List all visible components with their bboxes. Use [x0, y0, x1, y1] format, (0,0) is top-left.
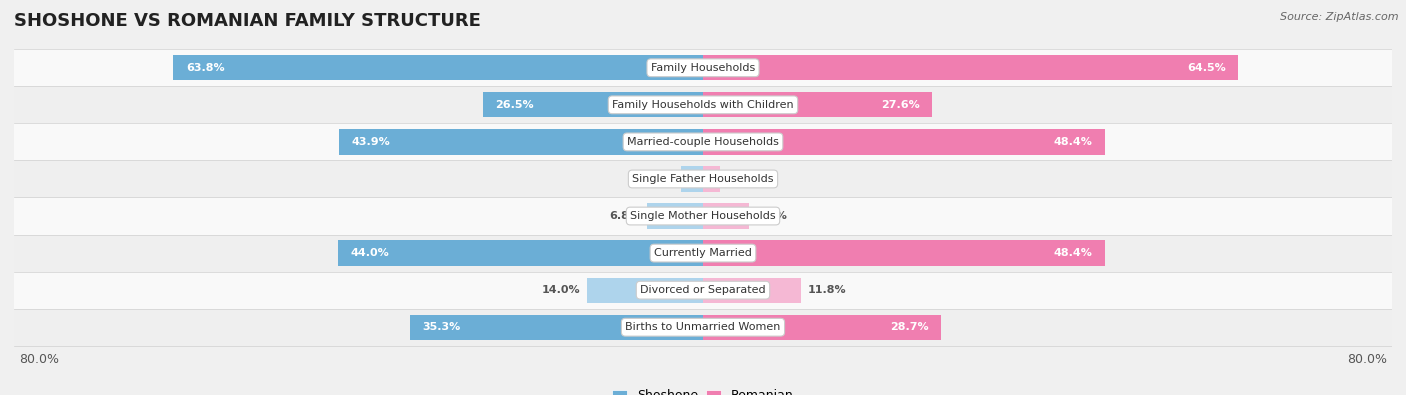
- Text: Currently Married: Currently Married: [654, 248, 752, 258]
- Bar: [337, 241, 703, 266]
- Bar: [0, 49, 1406, 87]
- Text: 27.6%: 27.6%: [882, 100, 920, 110]
- Text: SHOSHONE VS ROMANIAN FAMILY STRUCTURE: SHOSHONE VS ROMANIAN FAMILY STRUCTURE: [14, 12, 481, 30]
- Text: 35.3%: 35.3%: [422, 322, 461, 332]
- Bar: [703, 92, 932, 117]
- Text: 2.1%: 2.1%: [727, 174, 758, 184]
- Bar: [703, 241, 1105, 266]
- Bar: [0, 87, 1406, 123]
- Bar: [703, 314, 941, 340]
- Bar: [339, 129, 703, 154]
- Text: 44.0%: 44.0%: [350, 248, 389, 258]
- Bar: [0, 235, 1406, 272]
- Bar: [0, 272, 1406, 308]
- Text: 64.5%: 64.5%: [1187, 63, 1226, 73]
- Text: Family Households: Family Households: [651, 63, 755, 73]
- Legend: Shoshone, Romanian: Shoshone, Romanian: [607, 384, 799, 395]
- Text: 48.4%: 48.4%: [1053, 137, 1092, 147]
- Bar: [682, 166, 703, 192]
- Text: 14.0%: 14.0%: [541, 285, 581, 295]
- Bar: [703, 129, 1105, 154]
- Text: Source: ZipAtlas.com: Source: ZipAtlas.com: [1281, 12, 1399, 22]
- Text: 11.8%: 11.8%: [807, 285, 846, 295]
- Bar: [484, 92, 703, 117]
- Bar: [586, 278, 703, 303]
- Bar: [703, 166, 720, 192]
- Text: Divorced or Separated: Divorced or Separated: [640, 285, 766, 295]
- Bar: [0, 123, 1406, 160]
- Text: 43.9%: 43.9%: [352, 137, 389, 147]
- Bar: [0, 308, 1406, 346]
- Text: Family Households with Children: Family Households with Children: [612, 100, 794, 110]
- Text: 2.6%: 2.6%: [644, 174, 675, 184]
- Bar: [411, 314, 703, 340]
- Text: 26.5%: 26.5%: [495, 100, 534, 110]
- Text: 48.4%: 48.4%: [1053, 248, 1092, 258]
- Text: Single Father Households: Single Father Households: [633, 174, 773, 184]
- Text: 6.8%: 6.8%: [609, 211, 640, 221]
- Text: Married-couple Households: Married-couple Households: [627, 137, 779, 147]
- Text: Births to Unmarried Women: Births to Unmarried Women: [626, 322, 780, 332]
- Text: 63.8%: 63.8%: [186, 63, 225, 73]
- Text: 28.7%: 28.7%: [890, 322, 929, 332]
- Text: 5.6%: 5.6%: [756, 211, 787, 221]
- Bar: [0, 160, 1406, 198]
- Bar: [703, 278, 801, 303]
- Text: Single Mother Households: Single Mother Households: [630, 211, 776, 221]
- Bar: [703, 203, 749, 229]
- Bar: [647, 203, 703, 229]
- Bar: [173, 55, 703, 81]
- Bar: [0, 198, 1406, 235]
- Bar: [703, 55, 1239, 81]
